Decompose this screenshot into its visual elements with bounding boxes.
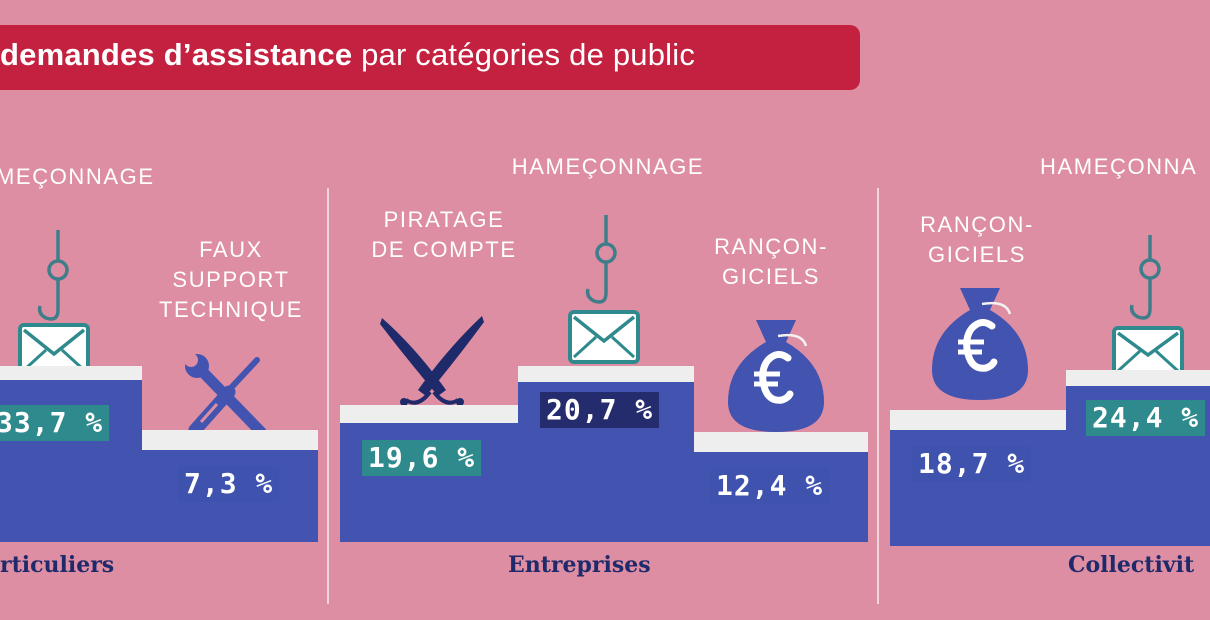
label-entreprises-hameconnage: HAMEÇONNAGE <box>511 154 705 179</box>
podium-top-entreprises-2 <box>518 366 694 382</box>
label-line: GICIELS <box>721 264 820 289</box>
label-entreprises-rancongiciels: RANÇON- GICIELS <box>696 232 846 292</box>
label-line: SUPPORT <box>172 267 290 292</box>
label-line: DE COMPTE <box>371 237 517 262</box>
phishing-hook-envelope-icon <box>18 230 90 377</box>
divider-left <box>327 188 329 604</box>
title-banner <box>0 25 860 90</box>
chart-title-bold: demandes d’assistance <box>0 37 353 72</box>
label-line: GICIELS <box>927 242 1026 267</box>
category-label-collectivites: Collectivit <box>1068 552 1195 578</box>
category-label-particuliers: rticuliers <box>0 552 115 578</box>
podium-top-entreprises-1 <box>340 405 518 423</box>
value-particuliers-faux-support: 7,3 % <box>178 466 280 502</box>
euro-money-bag-icon <box>932 288 1028 400</box>
label-particuliers-hameconnage: MEÇONNAGE <box>0 164 155 189</box>
label-line: RANÇON- <box>714 234 828 259</box>
value-collectivites-hameconnage: 24,4 % <box>1086 400 1206 436</box>
category-label-entreprises: Entreprises <box>508 552 651 578</box>
value-particuliers-hameconnage: 33,7 % <box>0 405 110 441</box>
label-line: TECHNIQUE <box>159 297 303 322</box>
label-line: PIRATAGE <box>383 207 505 232</box>
podium-top-collectivites-2 <box>1066 370 1210 386</box>
podium-top-particuliers-2 <box>142 430 318 450</box>
label-piratage-de-compte: PIRATAGE DE COMPTE <box>356 205 532 265</box>
label-collectivites-rancongiciels: RANÇON- GICIELS <box>902 210 1052 270</box>
label-faux-support-technique: FAUX SUPPORT TECHNIQUE <box>148 235 314 325</box>
podium-top-particuliers-1 <box>0 366 142 380</box>
value-entreprises-hameconnage: 20,7 % <box>540 392 660 428</box>
value-collectivites-rancongiciels: 18,7 % <box>912 446 1032 482</box>
label-line: FAUX <box>199 237 263 262</box>
chart-title: demandes d’assistance par catégories de … <box>0 37 695 73</box>
phishing-hook-envelope-icon <box>568 215 640 364</box>
euro-money-bag-icon <box>728 320 824 432</box>
value-entreprises-piratage: 19,6 % <box>362 440 482 476</box>
value-entreprises-rancongiciels: 12,4 % <box>710 468 830 504</box>
chart-title-rest: par catégories de public <box>352 37 696 72</box>
label-collectivites-hameconnage: HAMEÇONNA <box>1040 154 1198 179</box>
wrench-screwdriver-icon <box>184 353 267 438</box>
podium-top-entreprises-3 <box>694 432 868 452</box>
label-line: RANÇON- <box>920 212 1034 237</box>
crossed-sabres-icon <box>380 316 484 406</box>
divider-right <box>877 188 879 604</box>
phishing-hook-envelope-icon <box>1112 235 1184 378</box>
podium-top-collectivites-1 <box>890 410 1066 430</box>
